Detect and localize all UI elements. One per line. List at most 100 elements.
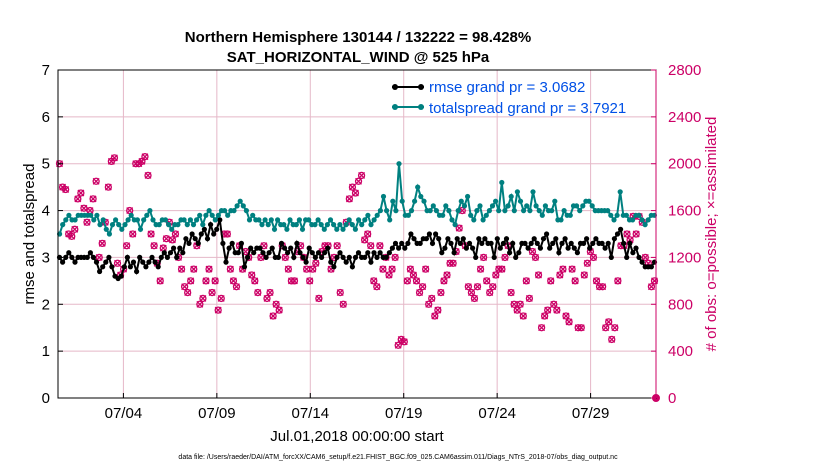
rmse-point	[297, 250, 303, 256]
spread-point	[240, 203, 246, 209]
rmse-point	[602, 245, 608, 251]
rmse-point	[362, 254, 368, 260]
obs-assimilated-marker	[126, 207, 134, 215]
obs-possible-marker	[589, 253, 598, 262]
obs-assimilated-marker	[599, 283, 607, 291]
x-tick-label: 07/29	[572, 405, 610, 422]
rmse-point	[306, 245, 312, 251]
obs-possible-marker	[519, 312, 527, 320]
rmse-point	[269, 245, 275, 251]
obs-possible-marker	[208, 288, 216, 297]
spread-point	[287, 217, 293, 223]
obs-assimilated-marker	[89, 195, 97, 203]
x-tick-label: 07/14	[292, 405, 330, 422]
rmse-point	[152, 259, 158, 265]
obs-assimilated-marker	[522, 277, 530, 285]
rmse-point	[445, 236, 451, 242]
spread-point	[234, 203, 240, 209]
rmse-point	[528, 240, 534, 246]
spread-point	[486, 208, 492, 214]
obs-possible-marker	[437, 288, 445, 297]
spread-point	[549, 208, 555, 214]
obs-assimilated-marker	[352, 189, 359, 197]
rmse-point	[174, 254, 180, 260]
spread-point	[524, 203, 530, 209]
rmse-point	[303, 259, 309, 265]
rmse-point	[315, 250, 322, 256]
obs-possible-marker	[553, 306, 561, 314]
rmse-point	[282, 245, 288, 251]
obs-possible-marker	[476, 265, 485, 273]
spread-point	[542, 203, 549, 209]
obs-possible-marker	[333, 242, 341, 250]
spread-point	[415, 184, 421, 190]
spread-point	[225, 212, 231, 218]
rmse-point	[476, 236, 482, 242]
rmse-point	[500, 240, 506, 246]
spread-point	[256, 217, 262, 223]
obs-assimilated-marker	[568, 265, 576, 273]
obs-possible-marker	[403, 277, 411, 285]
rmse-point	[494, 236, 500, 242]
spread-point	[489, 203, 496, 209]
obs-assimilated-marker	[306, 277, 314, 285]
rmse-point	[208, 222, 214, 228]
spread-point	[408, 208, 415, 214]
obs-possible-marker	[223, 230, 231, 238]
rmse-point	[288, 245, 294, 251]
obs-assimilated-marker	[608, 335, 616, 343]
spread-point	[209, 212, 215, 218]
spread-point	[72, 217, 78, 223]
obs-assimilated-marker	[248, 271, 256, 279]
obs-assimilated-marker	[251, 277, 259, 285]
obs-assimilated-marker	[379, 265, 387, 273]
spread-point	[275, 217, 281, 223]
rmse-point	[454, 236, 460, 242]
obs-assimilated-marker	[583, 259, 591, 267]
obs-assimilated-marker	[513, 306, 521, 314]
obs-assimilated-marker	[507, 289, 515, 297]
rmse-point	[235, 250, 241, 256]
obs-assimilated-marker	[150, 242, 158, 250]
obs-assimilated-marker	[449, 259, 457, 267]
obs-assimilated-marker	[547, 277, 555, 285]
rmse-point	[466, 240, 473, 246]
spread-point	[421, 198, 427, 204]
obs-assimilated-marker	[214, 306, 222, 314]
spread-point	[412, 198, 418, 204]
rmse-point	[470, 245, 476, 251]
obs-possible-marker	[483, 277, 491, 285]
obs-possible-marker	[534, 271, 543, 279]
obs-assimilated-marker	[422, 265, 430, 273]
obs-possible-marker	[611, 324, 619, 332]
spread-point	[521, 208, 527, 214]
obs-assimilated-marker	[364, 230, 372, 238]
rmse-point	[633, 245, 639, 251]
obs-possible-marker	[92, 177, 100, 185]
spread-point	[505, 203, 511, 209]
rmse-point	[624, 254, 630, 260]
obs-assimilated-marker	[388, 265, 396, 273]
rmse-point	[263, 254, 269, 260]
obs-possible-marker	[113, 259, 122, 267]
rmse-point	[127, 264, 133, 270]
spread-point	[337, 222, 343, 228]
rmse-point	[204, 236, 211, 242]
obs-possible-marker	[577, 324, 585, 332]
rmse-point	[220, 240, 226, 246]
spread-point	[362, 217, 368, 223]
series-layer	[56, 161, 658, 282]
spread-point	[166, 222, 172, 228]
obs-possible-marker	[199, 294, 207, 303]
obs-assimilated-marker	[233, 283, 240, 291]
obs-possible-marker	[559, 265, 567, 273]
obs-assimilated-marker	[541, 312, 549, 320]
rmse-point	[337, 250, 343, 256]
y-left-tick-label: 4	[42, 203, 50, 220]
obs-possible-marker	[339, 300, 347, 308]
spread-point	[122, 222, 128, 228]
obs-assimilated-marker	[434, 306, 442, 314]
spread-point	[399, 198, 405, 204]
rmse-point	[171, 245, 177, 251]
